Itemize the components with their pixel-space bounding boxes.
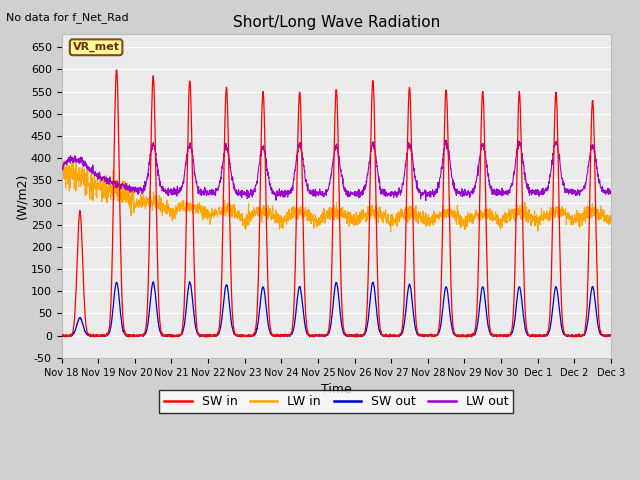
Title: Short/Long Wave Radiation: Short/Long Wave Radiation [232,15,440,30]
Text: No data for f_Net_Rad: No data for f_Net_Rad [6,12,129,23]
Legend: SW in, LW in, SW out, LW out: SW in, LW in, SW out, LW out [159,390,513,413]
Text: VR_met: VR_met [72,42,120,52]
X-axis label: Time: Time [321,383,351,396]
Y-axis label: (W/m2): (W/m2) [15,173,28,219]
